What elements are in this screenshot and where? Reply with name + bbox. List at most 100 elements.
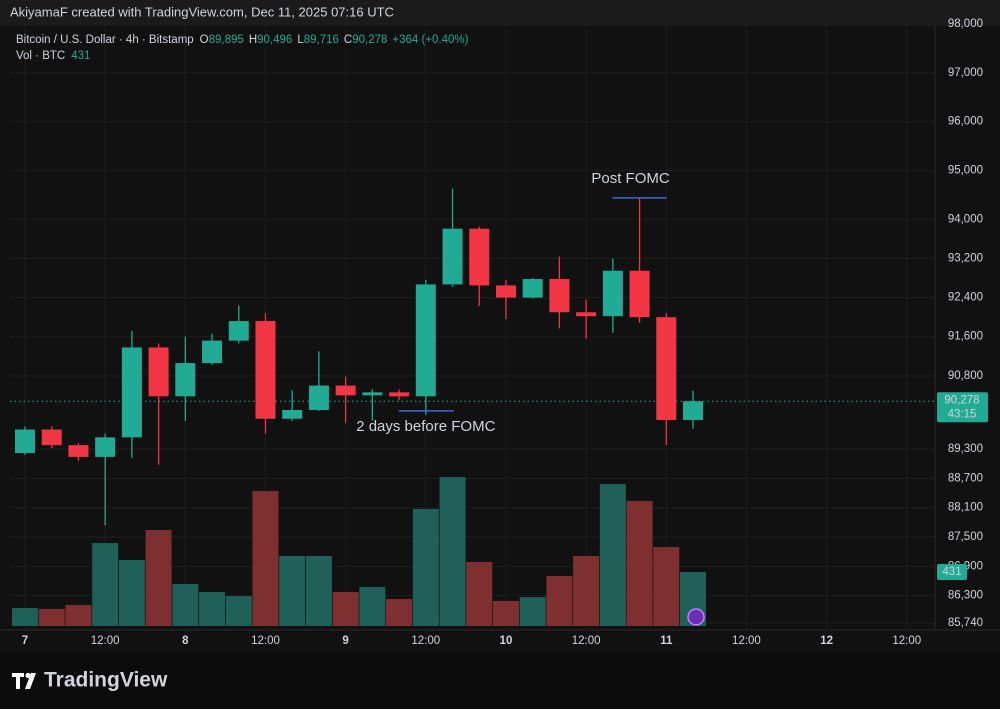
- ohlc-key: H: [249, 34, 257, 46]
- x-tick-label: 11: [660, 635, 673, 647]
- ohlc-key: C: [344, 34, 352, 46]
- volume-bar: [599, 484, 626, 626]
- ohlc-value: 90,278: [352, 34, 387, 46]
- ohlc-value: 89,716: [304, 34, 339, 46]
- volume-bar: [546, 575, 573, 626]
- candle-body: [95, 437, 116, 457]
- x-tick-label: 12:00: [411, 635, 440, 647]
- ohlc-key: O: [200, 34, 209, 46]
- volume-bar: [359, 587, 386, 626]
- y-tick-label: 88,100: [948, 502, 983, 514]
- candle-body: [522, 279, 543, 298]
- volume-bar: [466, 561, 493, 626]
- volume-bar: [172, 584, 199, 626]
- volume-bar: [439, 477, 466, 626]
- volume-bar: [279, 555, 306, 626]
- y-tick-label: 97,000: [948, 67, 983, 79]
- candle-body: [495, 285, 516, 298]
- annotation: Post FOMC: [591, 170, 670, 187]
- volume-layer: [12, 477, 706, 626]
- volume-bar: [626, 500, 653, 626]
- volume-bar: [653, 547, 680, 626]
- y-tick-label: 86,300: [948, 590, 983, 602]
- label-layer: 98,000 97,000 96,000 95,000 94,000 93,200 92,4…: [22, 18, 988, 647]
- ohlc-value: 90,496: [257, 34, 292, 46]
- y-tick-label: 94,000: [948, 213, 983, 225]
- x-tick-label: 8: [182, 635, 189, 647]
- y-tick-label: 85,740: [948, 617, 983, 629]
- candle-body: [549, 279, 570, 313]
- y-tick-label: 93,200: [948, 253, 983, 265]
- x-tick-label: 12:00: [251, 635, 280, 647]
- volume-bar: [492, 600, 519, 626]
- candle-body: [255, 321, 276, 419]
- volume-bar: [225, 596, 252, 626]
- candle-body: [308, 385, 329, 410]
- last-price-label: 90,278: [944, 394, 979, 406]
- volume-bar: [332, 592, 359, 626]
- candle-layer: [15, 188, 703, 526]
- candle-body: [629, 270, 650, 318]
- legend-title: Bitcoin / U.S. Dollar · 4h · Bitstamp: [16, 34, 194, 46]
- attribution: AkiyamaF created with TradingView.com, D…: [10, 4, 394, 19]
- candle-body: [148, 347, 169, 397]
- candle-body: [683, 401, 703, 420]
- y-tick-label: 96,000: [948, 116, 983, 128]
- y-tick-label: 87,500: [948, 531, 983, 543]
- x-tick-label: 12:00: [892, 635, 921, 647]
- candle-body: [389, 392, 410, 397]
- volume-bar: [412, 508, 439, 626]
- x-tick-label: 12:00: [91, 635, 120, 647]
- last-price-tag: [937, 392, 988, 423]
- candle-body: [442, 228, 463, 285]
- candle-body: [469, 228, 490, 286]
- ohlc-key: L: [297, 34, 304, 46]
- y-tick-label: 89,300: [948, 443, 983, 455]
- volume-bar: [38, 608, 65, 626]
- volume-bar: [12, 607, 38, 626]
- y-tick-label: 92,400: [948, 292, 983, 304]
- candle-body: [68, 445, 89, 457]
- legend: Bitcoin / U.S. Dollar · 4h · Bitstamp O89…: [16, 34, 469, 46]
- volume-bar: [252, 491, 279, 626]
- footer: [0, 653, 1000, 709]
- countdown: 43:15: [948, 408, 977, 420]
- candle-body: [15, 429, 35, 453]
- badge: [687, 608, 705, 626]
- candle-body: [335, 385, 356, 396]
- candle-body: [576, 312, 597, 317]
- y-tick-label: 98,000: [948, 18, 983, 30]
- candle-body: [228, 321, 249, 341]
- candle-body: [656, 317, 677, 420]
- brand-name: TradingView: [44, 669, 168, 692]
- ohlc-value: 89,895: [209, 34, 244, 46]
- candle-body: [415, 284, 436, 397]
- volume-legend: Vol · BTC 431: [16, 50, 90, 62]
- volume-value: 431: [71, 50, 90, 62]
- x-tick-label: 12:00: [732, 635, 761, 647]
- candle-body: [602, 270, 623, 317]
- y-tick-label: 90,800: [948, 370, 983, 382]
- volume-bar: [65, 604, 92, 626]
- candle-body: [41, 429, 62, 446]
- volume-title: Vol · BTC: [16, 50, 65, 62]
- volume-bar: [386, 599, 413, 626]
- y-tick-label: 91,600: [948, 331, 983, 343]
- volume-bar: [573, 555, 600, 626]
- volume-bar: [118, 559, 145, 626]
- volume-tag-label: 431: [942, 566, 961, 578]
- candle-body: [202, 340, 223, 364]
- x-tick-label: 7: [22, 635, 28, 647]
- change-value: +364 (+0.40%): [392, 34, 468, 46]
- candle-body: [362, 392, 383, 396]
- volume-tag: [937, 563, 967, 580]
- candle-body: [282, 409, 303, 419]
- top-bar: [0, 0, 1000, 26]
- x-tick-label: 12:00: [572, 635, 601, 647]
- volume-bar: [145, 530, 172, 626]
- brand-logo: TradingView: [12, 669, 168, 692]
- y-tick-label: 95,000: [948, 165, 983, 177]
- volume-bar: [199, 592, 226, 626]
